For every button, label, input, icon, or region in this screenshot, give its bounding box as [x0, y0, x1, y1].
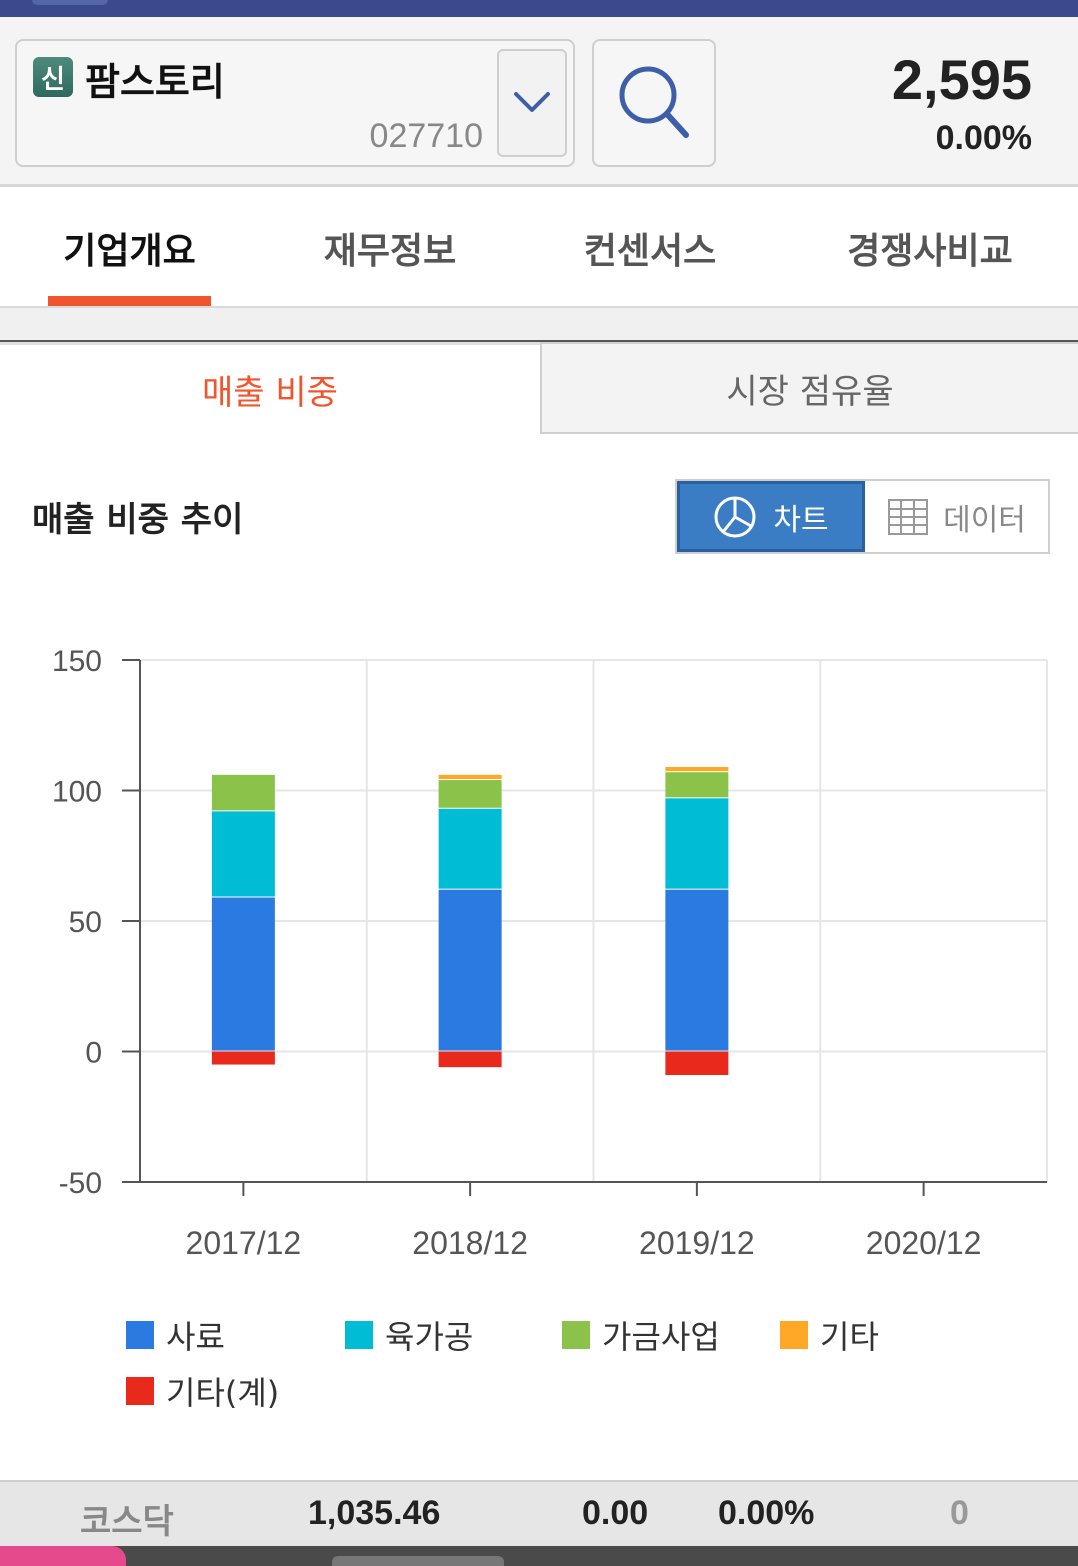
x-tick-label: 2019/12	[639, 1225, 755, 1261]
search-icon	[619, 66, 689, 138]
tab-label: 재무정보	[323, 231, 457, 272]
stock-dropdown-button[interactable]	[497, 49, 567, 157]
legend-item[interactable]: 사료	[126, 1312, 225, 1358]
view-toggle: 차트 데이터	[675, 479, 1050, 554]
status-bar-tab	[32, 0, 108, 5]
x-tick-label: 2020/12	[866, 1225, 982, 1261]
legend-swatch	[345, 1321, 373, 1349]
nav-accent	[0, 1546, 126, 1566]
active-tab-indicator	[48, 296, 211, 306]
section-title: 매출 비중 추이	[32, 500, 244, 540]
stock-header: 신 팜스토리 027710 2,595 0.00%	[0, 17, 1078, 187]
tab-consensus[interactable]: 컨센서스	[560, 190, 740, 306]
search-button[interactable]	[592, 39, 716, 167]
bar-segment	[438, 1051, 502, 1068]
sales-ratio-chart: 150 100 50 0 -50 2017/12 2018/12 2019/12 2020/12	[52, 645, 1048, 1261]
current-price: 2,595	[891, 48, 1032, 111]
bar-segment	[665, 798, 729, 889]
market-index-bar[interactable]: 코스닥 1,035.46 0.00 0.00% 0	[0, 1480, 1078, 1546]
legend-label: 사료	[166, 1318, 225, 1356]
legend-swatch	[562, 1321, 590, 1349]
subtab-market-share[interactable]: 시장 점유율	[540, 342, 1078, 434]
index-extra: 0	[950, 1494, 969, 1532]
tab-label: 기업개요	[63, 231, 196, 272]
legend-label: 가금사업	[602, 1318, 720, 1356]
legend-label: 기타	[820, 1318, 879, 1356]
legend-label: 기타(계)	[166, 1374, 280, 1412]
legend-swatch	[126, 1377, 154, 1405]
bar-segment	[211, 811, 275, 897]
legend-item[interactable]: 가금사업	[562, 1312, 720, 1358]
sub-tab-bar: 매출 비중 시장 점유율	[0, 342, 1078, 434]
stock-code: 027710	[369, 117, 483, 155]
tab-competitor-compare[interactable]: 경쟁사비교	[820, 190, 1040, 306]
legend-item[interactable]: 기타	[780, 1312, 879, 1358]
legend-swatch	[126, 1321, 154, 1349]
tab-label: 컨센서스	[583, 231, 717, 272]
bar-segment	[665, 772, 729, 798]
stock-selector[interactable]: 신 팜스토리 027710	[15, 39, 575, 167]
chart-view-label: 차트	[773, 502, 829, 538]
main-tab-bar: 기업개요 재무정보 컨센서스 경쟁사비교	[0, 190, 1078, 308]
tab-company-overview[interactable]: 기업개요	[48, 190, 211, 306]
bar-segment	[211, 897, 275, 1051]
bar-segment	[665, 889, 729, 1051]
y-tick-label: 100	[52, 776, 102, 809]
legend-label: 육가공	[385, 1318, 474, 1356]
section-divider	[0, 308, 1078, 342]
y-tick-label: -50	[59, 1167, 102, 1200]
index-change: 0.00	[582, 1494, 649, 1532]
legend-swatch	[780, 1321, 808, 1349]
bar-segment	[438, 780, 502, 808]
tab-financial-info[interactable]: 재무정보	[300, 190, 480, 306]
system-nav-bar	[0, 1546, 1078, 1566]
home-indicator[interactable]	[332, 1556, 504, 1566]
bar-segment	[211, 774, 275, 811]
data-view-button[interactable]: 데이터	[865, 481, 1048, 552]
y-tick-label: 50	[69, 906, 102, 939]
y-tick-label: 0	[85, 1037, 102, 1070]
bar-segment	[665, 767, 729, 772]
subtab-sales-ratio[interactable]: 매출 비중	[0, 342, 540, 434]
chart-view-button[interactable]: 차트	[677, 481, 865, 552]
index-change-pct: 0.00%	[718, 1494, 815, 1532]
stock-name: 팜스토리	[85, 60, 225, 104]
credit-badge: 신	[33, 57, 73, 97]
tab-label: 경쟁사비교	[847, 231, 1013, 272]
legend-item[interactable]: 육가공	[345, 1312, 473, 1358]
table-grid-icon	[888, 498, 929, 535]
bar-segment	[438, 889, 502, 1051]
index-value: 1,035.46	[308, 1494, 441, 1532]
bar-segment	[438, 774, 502, 780]
status-bar	[0, 0, 1078, 17]
bar-segment	[211, 1051, 275, 1065]
index-name: 코스닥	[80, 1503, 174, 1541]
x-tick-label: 2017/12	[186, 1225, 302, 1261]
bar-segment	[438, 808, 502, 889]
chevron-down-icon	[514, 92, 550, 112]
y-tick-label: 150	[52, 645, 102, 678]
data-view-label: 데이터	[943, 502, 1026, 538]
price-change-pct: 0.00%	[935, 119, 1032, 157]
legend-item[interactable]: 기타(계)	[126, 1368, 279, 1414]
bar-segment	[665, 1051, 729, 1075]
x-tick-label: 2018/12	[412, 1225, 528, 1261]
pie-chart-icon	[714, 496, 756, 537]
